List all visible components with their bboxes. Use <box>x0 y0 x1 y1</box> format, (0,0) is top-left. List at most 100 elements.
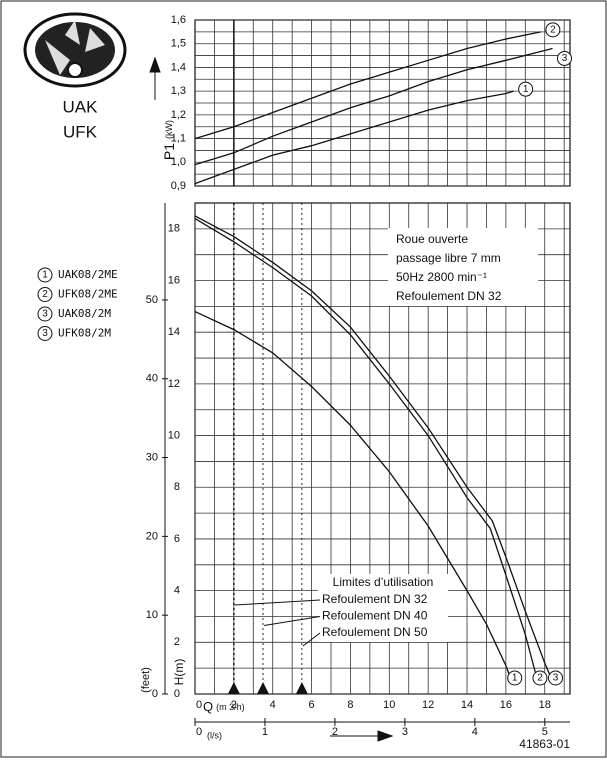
x-tick-label: 0 <box>196 699 202 711</box>
curve-marker <box>545 22 561 38</box>
annotation: passage libre 7 mm <box>396 251 501 265</box>
x-axis-title: Q (m 3/h) <box>203 699 245 714</box>
legend-label: UFK08/2ME <box>58 288 118 301</box>
legend-circle <box>37 267 53 283</box>
y-tick-label: 0,9 <box>171 180 186 192</box>
y2-tick-label: 50 <box>146 294 158 306</box>
x-tick-label: 2 <box>231 699 237 711</box>
model-line: UFK <box>63 122 98 141</box>
y-tick-label: 10 <box>168 429 180 441</box>
curve <box>194 31 541 140</box>
x2-axis-title: (l/s) <box>207 730 222 740</box>
curve-label: 1 <box>512 673 518 684</box>
y-tick-label: 1,6 <box>171 14 186 26</box>
x2-tick-label: 0 <box>196 726 202 738</box>
y-tick-label: 2 <box>174 636 180 648</box>
y-tick-label: 4 <box>174 585 180 597</box>
x2-tick-label: 2 <box>332 726 338 738</box>
x2-tick-label: 3 <box>402 726 408 738</box>
x-tick-label: 4 <box>270 699 276 711</box>
y-tick-label: 8 <box>174 481 180 493</box>
y2-axis-title: (feet) <box>140 667 152 693</box>
y-tick-label: 14 <box>168 326 180 338</box>
x-tick-label: 14 <box>461 699 473 711</box>
y-tick-label: 1,3 <box>171 85 186 97</box>
y2-tick-label: 20 <box>146 530 158 542</box>
annotation-box <box>388 228 538 306</box>
legend-circle <box>37 326 53 341</box>
curve-marker <box>507 670 523 686</box>
curve-label: 2 <box>550 24 556 35</box>
legend-circle <box>37 287 53 302</box>
y-tick-label: 1,2 <box>171 109 186 121</box>
legend-label: UAK08/2ME <box>58 268 118 281</box>
curve-marker <box>557 50 573 66</box>
y-tick-label: 1,5 <box>171 38 186 50</box>
y-tick-label: 0 <box>174 688 180 700</box>
curve-label: 3 <box>553 673 559 684</box>
limit-marker <box>295 682 308 694</box>
curve <box>194 310 513 682</box>
legend-num: 3 <box>42 309 48 320</box>
legend-num: 2 <box>42 289 48 300</box>
legend-label: UFK08/2M <box>58 327 111 340</box>
curve-label: 1 <box>523 84 529 95</box>
annotation: 50Hz 2800 min⁻¹ <box>396 270 487 284</box>
annotation: Refoulement DN 32 <box>396 289 502 303</box>
y-tick-label: 6 <box>174 533 180 545</box>
curve-marker <box>518 81 534 97</box>
y-tick-label: 1,0 <box>171 156 186 168</box>
y-axis-unit: (kW) <box>164 120 174 139</box>
curve-marker <box>548 670 564 686</box>
x2-tick-label: 4 <box>472 726 478 738</box>
leader-line <box>302 632 321 647</box>
x2-tick-label: 5 <box>542 726 548 738</box>
curve <box>194 217 538 679</box>
y2-tick-label: 10 <box>146 609 158 621</box>
arrow <box>149 56 161 100</box>
x-tick-label: 12 <box>422 699 434 711</box>
y-tick-label: 16 <box>168 274 180 286</box>
x-tick-label: 18 <box>539 699 551 711</box>
y-tick-label: 18 <box>168 223 180 235</box>
limit-label: Refoulement DN 32 <box>322 592 428 606</box>
curve-label: 3 <box>562 53 568 64</box>
limit-label: Refoulement DN 50 <box>322 625 428 639</box>
limits-box <box>318 574 448 642</box>
legend-num: 1 <box>42 270 48 281</box>
x-axis-unit: (m 3/h) <box>216 702 245 712</box>
x-tick-label: 6 <box>309 699 315 711</box>
y-axis-title: P1 <box>161 143 177 160</box>
logo <box>23 12 127 88</box>
y-axis-title: H(m) <box>172 659 186 686</box>
curve <box>194 215 554 682</box>
x2-tick-label: 1 <box>262 726 268 738</box>
x-tick-label: 8 <box>347 699 353 711</box>
model-line: UAK <box>63 97 99 116</box>
curve-label: 2 <box>537 673 543 684</box>
x-axis-title: Q <box>203 699 213 714</box>
limit-marker <box>257 682 270 694</box>
limits-title: Limites d’utilisation <box>333 575 434 589</box>
curve <box>194 47 553 166</box>
annotation: Roue ouverte <box>396 232 468 246</box>
y-tick-label: 1,4 <box>171 61 186 73</box>
y2-tick-label: 30 <box>146 451 158 463</box>
y-axis-title: P1 (kW) <box>161 120 177 160</box>
y2-tick-label: 0 <box>152 688 158 700</box>
y2-tick-label: 40 <box>146 373 158 385</box>
arrow <box>330 730 394 742</box>
legend-label: UAK08/2M <box>58 307 111 320</box>
x-tick-label: 10 <box>383 699 395 711</box>
limit-label: Refoulement DN 40 <box>322 609 428 623</box>
y-tick-label: 12 <box>168 378 180 390</box>
x-tick-label: 16 <box>500 699 512 711</box>
code: 41863-01 <box>519 737 570 751</box>
y-tick-label: 1,1 <box>171 132 186 144</box>
legend-circle <box>37 306 53 322</box>
limit-marker <box>227 682 240 694</box>
legend-num: 3 <box>42 328 48 339</box>
leader-line <box>234 599 321 606</box>
